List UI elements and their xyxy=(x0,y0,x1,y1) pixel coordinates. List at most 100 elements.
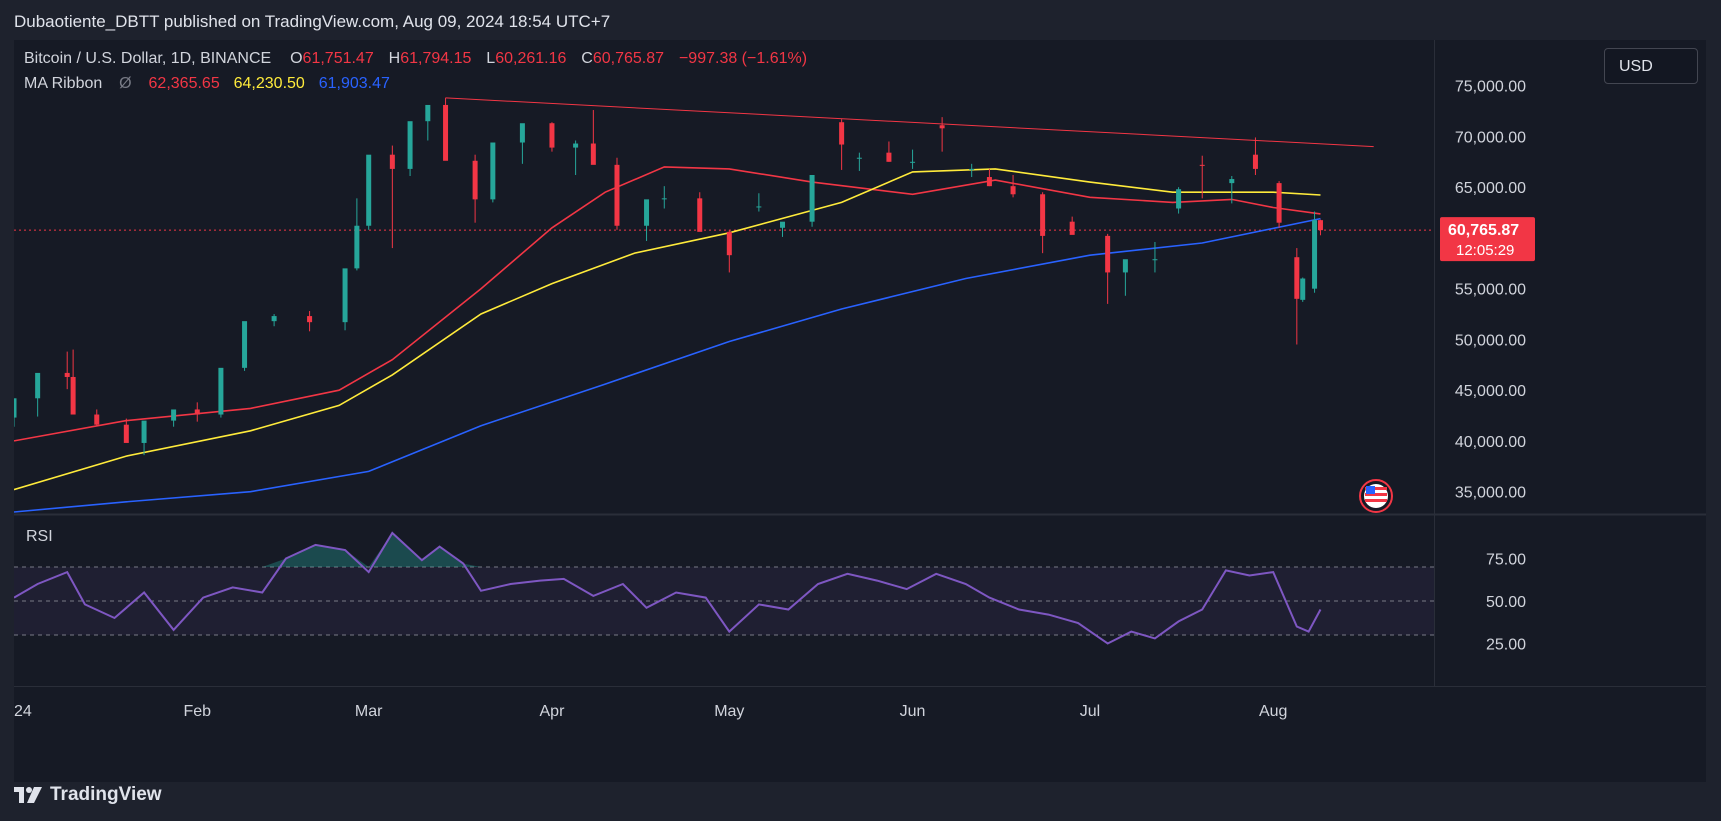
candle xyxy=(1312,211,1318,293)
price-tick-label: 35,000.00 xyxy=(1455,485,1526,502)
candle-body xyxy=(1229,179,1235,184)
candle-body xyxy=(614,164,620,226)
currency-button[interactable]: USD xyxy=(1604,48,1698,84)
candle-body xyxy=(726,231,732,256)
candle xyxy=(1229,176,1235,204)
candle-body xyxy=(1105,235,1111,273)
candle-body xyxy=(407,121,413,169)
chart-area[interactable]: 75,000.0070,000.0065,000.0060,000.0055,0… xyxy=(14,40,1706,782)
candle xyxy=(661,186,667,209)
candle-body xyxy=(1122,259,1128,273)
price-tick-label: 70,000.00 xyxy=(1455,129,1526,146)
candle-body xyxy=(354,225,360,269)
series-line-4 xyxy=(445,97,1374,148)
candle-body xyxy=(969,168,975,170)
candle xyxy=(939,117,945,152)
candle xyxy=(1040,192,1046,254)
candle-body xyxy=(809,174,815,222)
candle xyxy=(1069,216,1075,235)
candle-body xyxy=(307,316,313,323)
ma-ribbon-legend[interactable]: MA Ribbon Ø 62,365.65 64,230.50 61,903.4… xyxy=(24,75,390,93)
time-tick-label: Jun xyxy=(900,703,926,720)
candle xyxy=(697,192,703,232)
candle-body xyxy=(14,398,17,418)
candle-body xyxy=(242,321,248,368)
candle xyxy=(443,97,449,161)
candle-body xyxy=(1294,257,1300,299)
high-label: H xyxy=(388,50,401,67)
candle xyxy=(242,321,248,371)
price-tick-label: 45,000.00 xyxy=(1455,383,1526,400)
candle xyxy=(1317,219,1323,236)
us-flag-icon[interactable] xyxy=(1359,479,1393,513)
candle xyxy=(70,349,76,415)
candle-body xyxy=(549,123,555,148)
candle xyxy=(123,418,129,443)
candle-body xyxy=(1276,183,1282,223)
candle-body xyxy=(218,367,224,415)
tradingview-logo-icon xyxy=(14,787,42,803)
candle xyxy=(472,154,478,223)
candle xyxy=(307,311,313,332)
low-value: 60,261.16 xyxy=(495,50,567,67)
candle xyxy=(389,145,395,249)
candle xyxy=(64,351,70,390)
open-value: 61,751.47 xyxy=(302,50,374,67)
time-tick-label: May xyxy=(714,703,744,720)
candle-body xyxy=(590,143,596,165)
candle-body xyxy=(271,316,277,322)
candle xyxy=(14,398,17,427)
candle xyxy=(614,157,620,230)
candle xyxy=(969,163,975,178)
candle-body xyxy=(123,424,129,443)
tradingview-logo[interactable]: TradingView xyxy=(14,784,162,806)
candle-body xyxy=(856,157,862,159)
candle xyxy=(366,154,372,230)
current-price-badge: 60,765.87 12:05:29 xyxy=(1440,217,1535,262)
candle xyxy=(271,314,277,327)
candle xyxy=(1252,137,1258,175)
candle xyxy=(218,367,224,418)
candle-body xyxy=(661,198,667,200)
candle xyxy=(856,152,862,171)
candle xyxy=(35,372,41,417)
publisher-line: Dubaotiente_DBTT published on TradingVie… xyxy=(14,12,611,31)
price-tick-label: 40,000.00 xyxy=(1455,434,1526,451)
candle xyxy=(1199,155,1205,199)
candle xyxy=(1300,277,1306,302)
candle-body xyxy=(1300,278,1306,300)
ma-ribbon-value-1: 62,365.65 xyxy=(148,75,220,92)
candle-body xyxy=(443,104,449,161)
candle-body xyxy=(1317,220,1323,231)
candle-body xyxy=(64,372,70,377)
close-label: C xyxy=(581,50,593,67)
candle-body xyxy=(194,409,200,415)
candle xyxy=(490,142,496,203)
rsi-axis-labels[interactable]: 75.00 50.00 25.00 xyxy=(1486,552,1526,654)
candle-body xyxy=(1010,186,1016,195)
change-value: −997.38 (−1.61%) xyxy=(678,50,808,67)
candle xyxy=(573,140,579,175)
candle-body xyxy=(70,376,76,415)
candle-body xyxy=(1199,164,1205,166)
candle xyxy=(1010,174,1016,198)
candle xyxy=(141,420,147,456)
high-value: 61,794.15 xyxy=(400,50,472,67)
candle-body xyxy=(1069,221,1075,235)
badge-countdown: 12:05:29 xyxy=(1456,242,1514,259)
ma-ribbon-value-2: 64,230.50 xyxy=(233,75,305,92)
price-axis-labels[interactable]: 75,000.0070,000.0065,000.0060,000.0055,0… xyxy=(1455,79,1526,502)
price-tick-label: 75,000.00 xyxy=(1455,79,1526,96)
chart-svg[interactable]: 75,000.0070,000.0065,000.0060,000.0055,0… xyxy=(14,40,1706,782)
time-axis-labels[interactable]: 2024 Feb Mar Apr May Jun Jul Aug xyxy=(14,703,1287,720)
candle xyxy=(756,193,762,212)
candle-body xyxy=(1152,259,1158,261)
candle-body xyxy=(780,221,786,228)
candle-body xyxy=(490,142,496,200)
candle-body xyxy=(756,206,762,208)
symbol-legend[interactable]: Bitcoin / U.S. Dollar, 1D, BINANCE O61,7… xyxy=(24,50,807,68)
badge-price: 60,765.87 xyxy=(1448,222,1519,239)
candle-body xyxy=(573,143,579,148)
candle xyxy=(519,123,525,164)
candle xyxy=(1294,248,1300,345)
